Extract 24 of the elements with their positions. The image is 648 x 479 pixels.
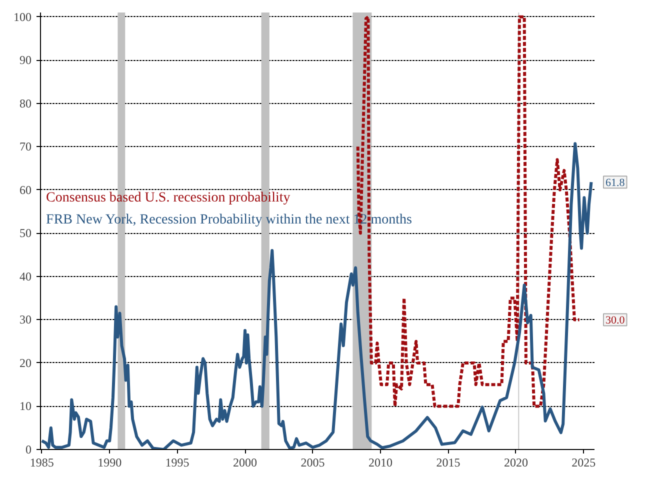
x-tick-label: 2025 [572, 456, 596, 470]
y-tick-label: 100 [14, 10, 32, 24]
x-tick-label: 1990 [98, 456, 122, 470]
y-tick-label: 10 [20, 399, 32, 414]
y-tick-label: 0 [26, 442, 32, 456]
y-tick-label: 20 [20, 356, 32, 370]
y-tick-label: 50 [20, 226, 32, 240]
annotation: 61.8 [606, 177, 626, 190]
y-tick-label: 90 [20, 53, 32, 68]
annotation: 30.0 [606, 314, 626, 327]
x-tick-label: 2000 [233, 456, 258, 470]
x-tick-label: 2005 [300, 456, 325, 470]
y-tick-label: 80 [20, 96, 32, 110]
line-series [356, 15, 581, 408]
y-tick-label: 30 [20, 312, 32, 327]
x-tick-label: 2020 [504, 456, 528, 470]
x-tick-label: 2010 [368, 456, 392, 470]
x-tick-label: 1995 [165, 456, 190, 470]
x-tick-label: 1985 [30, 456, 54, 470]
y-tick-label: 60 [20, 182, 32, 197]
y-tick-label: 40 [20, 269, 32, 284]
text: Consensus based U.S. recession probability [46, 190, 290, 206]
x-tick-label: 2015 [436, 456, 460, 470]
y-tick-label: 70 [20, 140, 32, 154]
